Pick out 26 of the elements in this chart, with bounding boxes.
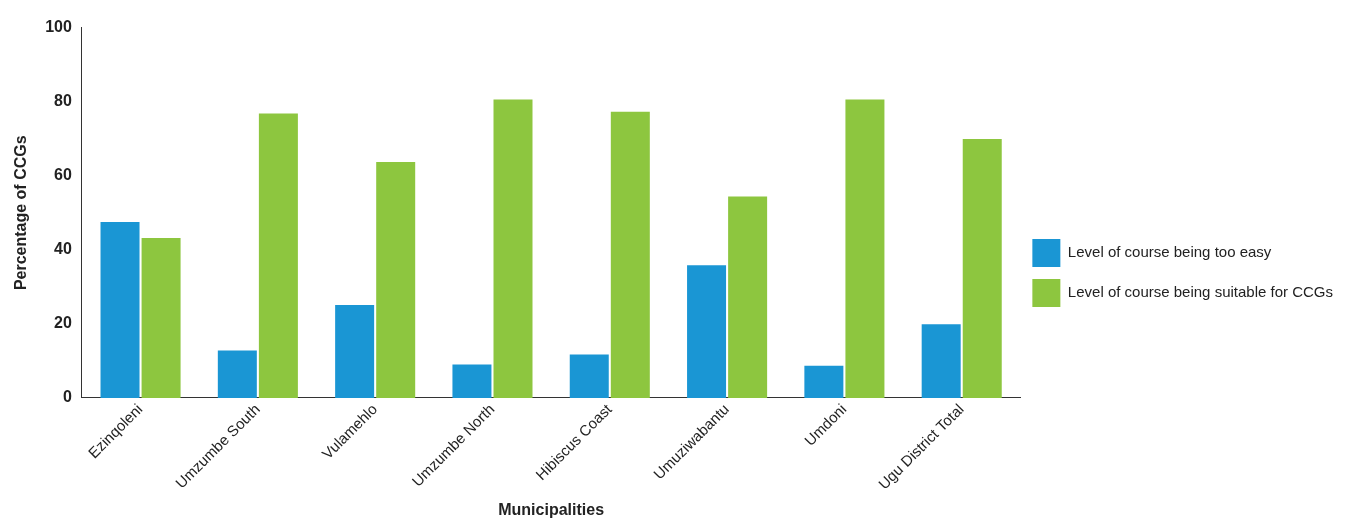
bar <box>452 364 492 398</box>
y-tick-label: 100 <box>45 18 72 36</box>
bar <box>100 222 140 398</box>
y-tick-label: 60 <box>54 166 72 184</box>
bar <box>493 99 533 398</box>
bar <box>335 304 375 398</box>
legend-label: Level of course being too easy <box>1067 243 1272 261</box>
bar <box>258 113 298 398</box>
y-tick-label: 40 <box>54 240 72 258</box>
bar <box>610 111 650 398</box>
bar <box>569 354 609 398</box>
bar <box>217 350 257 398</box>
y-tick-label: 80 <box>54 92 72 110</box>
y-tick-label: 0 <box>62 388 72 406</box>
bar <box>728 196 768 398</box>
y-axis-title: Percentage of CCGs <box>12 135 30 291</box>
bar <box>376 162 416 398</box>
bar <box>687 265 727 398</box>
bar <box>921 324 961 398</box>
x-axis-title: Municipalities <box>498 500 605 518</box>
bar <box>845 99 885 398</box>
legend-label: Level of course being suitable for CCGs <box>1067 283 1333 301</box>
bar <box>962 139 1002 398</box>
bar <box>804 365 844 398</box>
bar <box>141 237 181 398</box>
y-tick-label: 20 <box>54 314 72 332</box>
